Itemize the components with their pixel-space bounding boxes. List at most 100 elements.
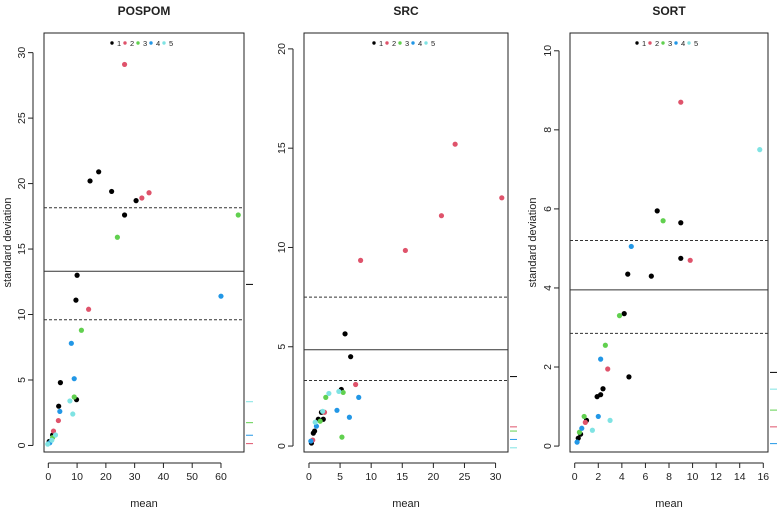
- legend-swatch-1: [372, 41, 376, 45]
- x-tick-label: 16: [757, 471, 769, 483]
- point-series-4: [598, 356, 604, 362]
- point-series-2: [499, 195, 505, 201]
- y-tick-label: 30: [16, 47, 28, 59]
- point-series-3: [78, 327, 85, 333]
- legend-swatch-3: [398, 41, 402, 45]
- point-series-5: [70, 411, 76, 417]
- point-series-5: [45, 441, 51, 447]
- x-tick-label: 60: [215, 471, 227, 483]
- point-series-1: [621, 311, 627, 317]
- panel-title: SRC: [393, 4, 419, 18]
- y-tick-label: 10: [542, 45, 554, 57]
- point-series-4: [313, 423, 320, 429]
- point-series-3: [71, 394, 77, 400]
- point-series-2: [452, 141, 458, 147]
- x-tick-label: 6: [643, 471, 649, 483]
- legend-swatch-3: [136, 41, 140, 45]
- point-series-2: [139, 195, 145, 201]
- panel-title: SORT: [652, 4, 686, 18]
- legend-swatch-3: [661, 41, 665, 45]
- point-series-1: [678, 220, 684, 226]
- point-series-4: [346, 414, 353, 420]
- point-series-3: [660, 218, 666, 224]
- point-series-2: [55, 417, 61, 424]
- legend-label: 2: [130, 39, 134, 48]
- point-series-3: [317, 418, 323, 424]
- point-series-3: [235, 212, 241, 218]
- x-tick-label: 20: [100, 471, 112, 483]
- x-axis-label: mean: [392, 498, 420, 510]
- x-axis-label: mean: [655, 498, 683, 510]
- point-series-1: [600, 386, 606, 392]
- x-tick-label: 14: [734, 471, 746, 483]
- point-series-5: [607, 417, 613, 423]
- point-series-3: [602, 342, 608, 348]
- legend-label: 1: [117, 39, 121, 48]
- legend-swatch-1: [635, 41, 639, 45]
- x-tick-label: 15: [396, 471, 408, 483]
- legend-label: 2: [392, 39, 396, 48]
- y-tick-label: 10: [276, 241, 288, 253]
- legend-swatch-5: [687, 41, 691, 45]
- point-series-4: [308, 438, 314, 444]
- y-axis-label: standard deviation: [2, 198, 14, 288]
- x-tick-label: 2: [595, 471, 601, 483]
- point-series-1: [109, 188, 115, 195]
- x-tick-label: 25: [459, 471, 471, 483]
- legend-swatch-4: [411, 41, 415, 45]
- point-series-4: [334, 407, 340, 413]
- legend-swatch-5: [424, 41, 428, 45]
- y-tick-label: 5: [276, 344, 288, 350]
- x-tick-label: 10: [687, 471, 699, 483]
- x-tick-label: 5: [337, 471, 343, 483]
- legend-label: 5: [694, 39, 698, 48]
- point-series-4: [574, 439, 580, 445]
- legend-swatch-4: [149, 41, 153, 45]
- point-series-3: [581, 413, 587, 420]
- y-tick-label: 4: [542, 285, 554, 291]
- point-series-1: [57, 380, 64, 386]
- y-tick-label: 15: [276, 142, 288, 154]
- point-series-5: [52, 432, 59, 438]
- point-series-5: [326, 390, 332, 397]
- legend-label: 4: [418, 39, 422, 48]
- y-tick-label: 0: [542, 443, 554, 449]
- point-series-4: [71, 376, 77, 382]
- point-series-4: [628, 243, 634, 250]
- x-tick-label: 50: [186, 471, 198, 483]
- legend-label: 5: [169, 39, 173, 48]
- point-series-2: [50, 428, 57, 434]
- x-tick-label: 0: [306, 471, 312, 483]
- point-series-1: [73, 297, 79, 303]
- legend-swatch-2: [385, 41, 389, 45]
- point-series-4: [595, 413, 601, 420]
- point-series-1: [310, 430, 316, 436]
- point-series-1: [678, 255, 684, 261]
- y-tick-label: 8: [542, 127, 554, 133]
- point-series-3: [340, 389, 346, 396]
- x-tick-label: 30: [490, 471, 502, 483]
- legend-swatch-5: [162, 41, 166, 45]
- point-series-3: [323, 394, 329, 400]
- point-series-1: [74, 272, 80, 278]
- point-series-2: [687, 257, 693, 263]
- point-series-2: [86, 306, 92, 312]
- plot-frame: [569, 32, 769, 453]
- y-tick-label: 6: [542, 206, 554, 212]
- point-series-2: [582, 419, 588, 425]
- point-series-1: [121, 212, 128, 218]
- y-tick-label: 10: [16, 309, 28, 321]
- x-tick-label: 10: [71, 471, 83, 483]
- point-series-4: [68, 340, 74, 346]
- plot-frame: [43, 32, 245, 453]
- legend-swatch-2: [648, 41, 652, 45]
- y-tick-label: 2: [542, 364, 554, 370]
- x-tick-label: 12: [710, 471, 722, 483]
- y-tick-label: 0: [16, 442, 28, 448]
- plot-frame: [303, 32, 509, 453]
